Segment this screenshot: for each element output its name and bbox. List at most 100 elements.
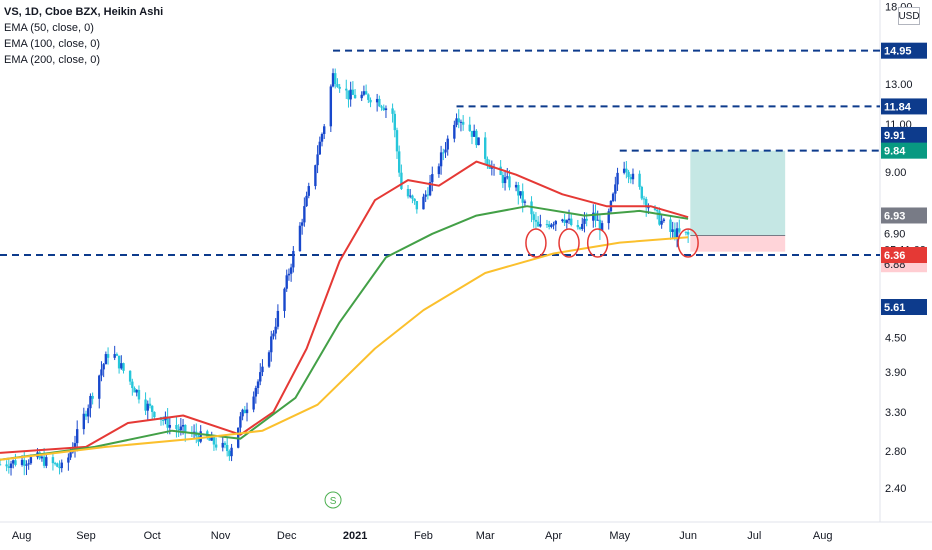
candle-body (585, 218, 588, 221)
candle-body (177, 428, 180, 431)
candle-body (614, 184, 617, 194)
ema100-line[interactable] (0, 205, 689, 461)
candle-body (162, 419, 165, 421)
y-tick-label: 13.00 (885, 79, 913, 91)
highlight-circle[interactable] (677, 228, 699, 258)
candle-body (638, 173, 641, 187)
y-tick-label: 3.90 (885, 367, 906, 379)
candle-body (442, 152, 445, 154)
candle-body (272, 333, 275, 337)
candle-body (336, 84, 339, 87)
legend-title: VS, 1D, Cboe BZX, Heikin Ashi (4, 6, 164, 18)
currency-button[interactable]: USD (898, 7, 920, 25)
candle-body (536, 221, 540, 227)
candle-body (56, 463, 59, 467)
x-tick-label: Nov (211, 530, 231, 542)
candle-body (673, 229, 677, 238)
candle-body (596, 219, 599, 221)
candle-body (472, 130, 476, 137)
candle-body (254, 387, 258, 397)
candle-body (67, 457, 70, 463)
price-label-badge (881, 225, 927, 242)
candle-body (259, 372, 262, 382)
candle-body (298, 225, 302, 252)
candle-body (73, 443, 77, 450)
candle-body (283, 288, 286, 311)
chart-legend: VS, 1D, Cboe BZX, Heikin Ashi EMA (50, c… (4, 4, 163, 68)
candle-body (320, 133, 324, 142)
candle-body (570, 218, 573, 225)
ema200-line[interactable] (0, 236, 689, 461)
candle-body (658, 211, 661, 225)
candle-body (506, 176, 509, 178)
candle-body (181, 424, 185, 427)
candle-body (561, 219, 564, 222)
candle-body (567, 218, 571, 221)
candle-body (539, 224, 542, 227)
candle-body (104, 354, 108, 365)
candle-body (523, 201, 527, 203)
candle-body (292, 251, 295, 268)
candle-body (274, 326, 277, 334)
candle-body (550, 224, 553, 227)
candle-body (117, 355, 121, 369)
highlight-circle[interactable] (525, 228, 547, 258)
candle-body (422, 196, 425, 210)
y-tick-label: 2.40 (885, 483, 906, 495)
candle-body (627, 171, 630, 178)
candle-body (611, 193, 615, 201)
candle-body (583, 218, 586, 224)
candle-body (27, 463, 30, 465)
highlight-circle[interactable] (558, 228, 580, 258)
candle-body (29, 457, 33, 464)
candle-body (547, 224, 551, 227)
candle-body (439, 152, 443, 167)
candle-body (475, 130, 478, 146)
price-label-text: 6.36 (884, 250, 905, 262)
price-label-text: 14.95 (884, 46, 912, 58)
candle-body (45, 457, 48, 466)
candle-body (179, 426, 183, 431)
candle-body (51, 457, 55, 464)
candle-body (334, 73, 337, 85)
candle-body (314, 165, 317, 187)
candle-body (122, 363, 125, 371)
split-marker-icon[interactable] (324, 491, 342, 509)
candle-body (382, 107, 385, 111)
candle-body (82, 413, 86, 430)
candle-body (128, 370, 132, 382)
x-tick-label: Aug (813, 530, 833, 542)
candle-body (669, 219, 672, 232)
long-position-stop-zone[interactable] (690, 235, 786, 252)
x-tick-label: Oct (144, 530, 161, 542)
split-marker-label: S (330, 496, 337, 507)
candle-body (375, 98, 379, 103)
candle-body (578, 227, 582, 230)
candle-body (484, 137, 487, 159)
candle-body (243, 409, 247, 414)
candle-body (521, 191, 524, 203)
candle-body (662, 219, 666, 222)
candle-body (625, 168, 628, 172)
x-tick-label: Sep (76, 530, 96, 542)
highlight-circle[interactable] (586, 228, 609, 258)
ema50-line[interactable] (0, 160, 689, 454)
candle-body (245, 409, 249, 414)
price-label-badge (881, 207, 927, 224)
candle-body (23, 459, 26, 466)
candle-body (415, 201, 419, 210)
candle-body (228, 451, 231, 457)
candle-body (305, 195, 308, 207)
candle-body (214, 444, 218, 448)
candle-body (534, 219, 538, 222)
price-label-badge (881, 126, 927, 143)
candle-body (592, 212, 595, 221)
candle-body (276, 310, 280, 327)
candle-body (503, 177, 507, 184)
long-position-target-zone[interactable] (690, 150, 786, 236)
candle-body (461, 121, 465, 125)
candle-body (360, 94, 363, 99)
candle-body (256, 381, 260, 388)
legend-ema-200: EMA (200, close, 0) (4, 54, 100, 66)
